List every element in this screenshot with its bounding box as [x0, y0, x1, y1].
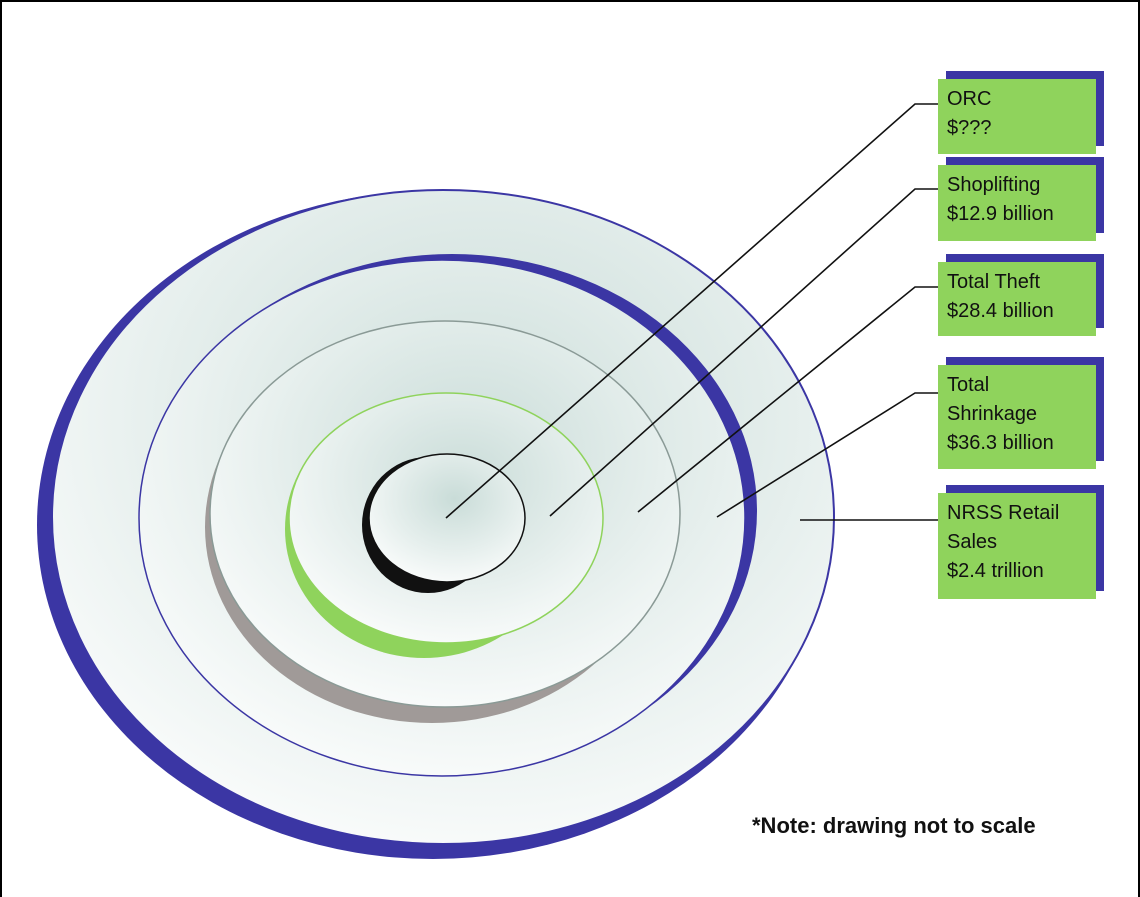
orc-leader-line	[445, 103, 938, 519]
orc-label: ORC $???	[938, 79, 1096, 154]
scale-note: *Note: drawing not to scale	[752, 813, 1036, 838]
shoplifting-label: Shoplifting $12.9 billion	[938, 165, 1096, 241]
total-theft-leader-line	[637, 286, 938, 513]
total-shrinkage-leader-line	[716, 392, 938, 518]
nrss-retail-sales-label: NRSS Retail Sales $2.4 trillion	[938, 493, 1096, 599]
total-shrinkage-label: Total Shrinkage $36.3 billion	[938, 365, 1096, 469]
total-shrinkage-label-value: $36.3 billion	[947, 432, 1054, 454]
orc-label-name: ORC	[947, 88, 992, 110]
orc-label-value: $???	[947, 117, 992, 139]
total-shrinkage-label-line2: Shrinkage	[947, 403, 1038, 425]
nrss-label-line1: NRSS Retail	[947, 502, 1060, 524]
shoplifting-label-value: $12.9 billion	[947, 203, 1054, 225]
nrss-label-value: $2.4 trillion	[947, 560, 1044, 582]
nrss-label-line2: Sales	[947, 531, 998, 553]
total-theft-label-name: Total Theft	[947, 271, 1041, 293]
total-theft-label: Total Theft $28.4 billion	[938, 262, 1096, 336]
total-shrinkage-label-line1: Total	[947, 374, 990, 396]
shoplifting-label-name: Shoplifting	[947, 174, 1041, 196]
total-theft-label-value: $28.4 billion	[947, 300, 1054, 322]
shoplifting-leader-line	[549, 188, 938, 517]
